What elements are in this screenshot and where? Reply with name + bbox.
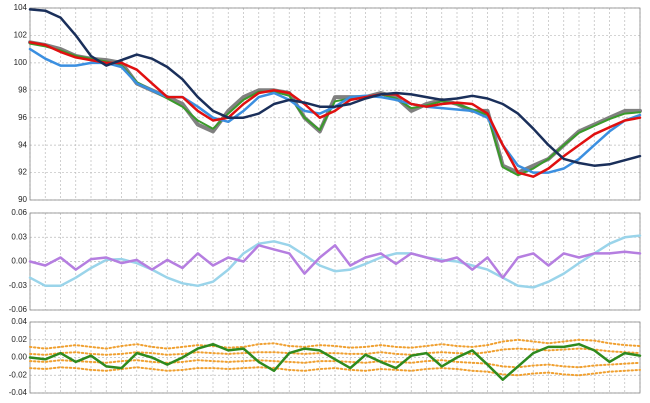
series-line <box>29 359 641 369</box>
y-tick-label: 94 <box>18 140 27 149</box>
y-tick-label: 92 <box>18 168 27 177</box>
plot-frame <box>29 7 641 201</box>
y-tick-label: 98 <box>18 85 27 94</box>
y-tick-label: 0.06 <box>11 208 27 217</box>
series-line <box>28 8 642 167</box>
y-tick-label: -0.02 <box>9 370 28 379</box>
y-tick-label: 0.03 <box>11 232 27 241</box>
y-tick-label: 102 <box>14 31 28 40</box>
series-line <box>28 342 642 381</box>
y-tick-label: 104 <box>14 3 28 12</box>
y-tick-label: 0.00 <box>11 257 27 266</box>
series-line <box>28 41 642 178</box>
y-tick-label: -0.06 <box>9 305 28 314</box>
y-tick-label: -0.03 <box>9 281 28 290</box>
y-tick-label: 100 <box>14 58 28 67</box>
y-tick-label: 0.04 <box>11 317 27 326</box>
y-tick-label: 96 <box>18 113 27 122</box>
y-tick-label: 0.00 <box>11 353 27 362</box>
y-tick-label: 90 <box>18 195 27 204</box>
series-line <box>29 338 641 350</box>
y-tick-label: -0.04 <box>9 388 28 397</box>
y-tick-label: 0.02 <box>11 335 27 344</box>
series-line <box>29 366 641 377</box>
series-line <box>28 244 642 279</box>
